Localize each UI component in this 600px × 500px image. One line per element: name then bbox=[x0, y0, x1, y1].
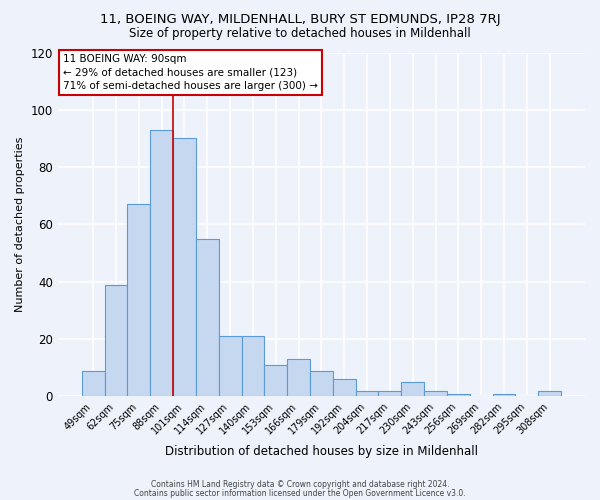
Bar bbox=[401, 382, 424, 396]
Text: Contains HM Land Registry data © Crown copyright and database right 2024.: Contains HM Land Registry data © Crown c… bbox=[151, 480, 449, 489]
Y-axis label: Number of detached properties: Number of detached properties bbox=[15, 137, 25, 312]
Bar bbox=[82, 370, 104, 396]
Bar bbox=[356, 390, 379, 396]
Bar bbox=[379, 390, 401, 396]
X-axis label: Distribution of detached houses by size in Mildenhall: Distribution of detached houses by size … bbox=[165, 444, 478, 458]
Bar bbox=[104, 284, 127, 397]
Bar bbox=[150, 130, 173, 396]
Bar bbox=[265, 365, 287, 396]
Bar bbox=[333, 379, 356, 396]
Bar bbox=[493, 394, 515, 396]
Bar bbox=[538, 390, 561, 396]
Bar bbox=[173, 138, 196, 396]
Bar bbox=[287, 359, 310, 397]
Text: Size of property relative to detached houses in Mildenhall: Size of property relative to detached ho… bbox=[129, 28, 471, 40]
Bar bbox=[447, 394, 470, 396]
Bar bbox=[424, 390, 447, 396]
Bar bbox=[218, 336, 242, 396]
Bar bbox=[127, 204, 150, 396]
Bar bbox=[242, 336, 265, 396]
Text: Contains public sector information licensed under the Open Government Licence v3: Contains public sector information licen… bbox=[134, 488, 466, 498]
Bar bbox=[310, 370, 333, 396]
Text: 11, BOEING WAY, MILDENHALL, BURY ST EDMUNDS, IP28 7RJ: 11, BOEING WAY, MILDENHALL, BURY ST EDMU… bbox=[100, 12, 500, 26]
Text: 11 BOEING WAY: 90sqm
← 29% of detached houses are smaller (123)
71% of semi-deta: 11 BOEING WAY: 90sqm ← 29% of detached h… bbox=[63, 54, 318, 90]
Bar bbox=[196, 239, 218, 396]
